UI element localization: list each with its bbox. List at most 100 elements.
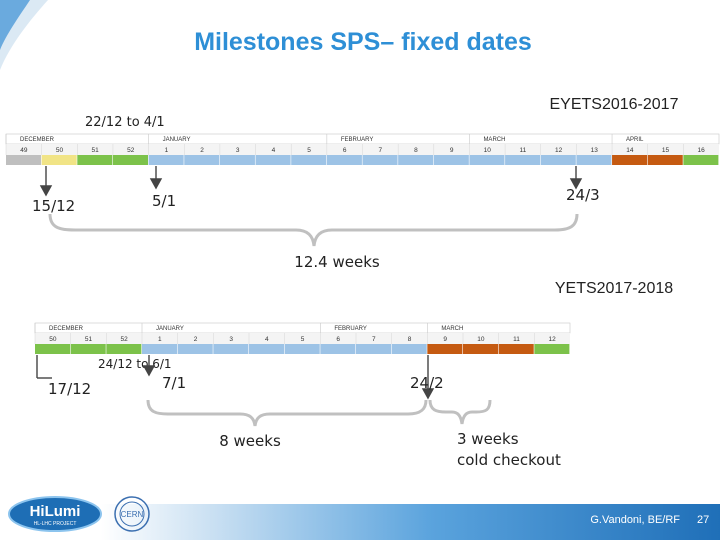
week-status-cell	[576, 155, 612, 165]
week-number: 2	[200, 147, 204, 154]
week-status-cell	[70, 344, 106, 354]
week-status-cell	[320, 344, 356, 354]
week-number: 3	[236, 147, 240, 154]
week-number: 4	[272, 147, 276, 154]
week-number: 50	[49, 336, 57, 343]
week-number: 6	[336, 336, 340, 343]
week-number: 11	[520, 147, 527, 154]
yets-duration-cold-line2: cold checkout	[457, 451, 561, 469]
eyets-timeline: EYETS2016-2017 22/12 to 4/1 DECEMBER JANU…	[5, 96, 720, 271]
yets-duration-main: 8 weeks	[219, 432, 281, 450]
week-number: 8	[414, 147, 418, 154]
week-number: 7	[379, 147, 383, 154]
week-status-cell	[41, 155, 77, 165]
yets-month-row: DECEMBER JANUARY FEBRUARY MARCH	[34, 322, 571, 334]
week-status-cell	[683, 155, 719, 165]
week-number: 15	[662, 147, 670, 154]
week-number: 16	[698, 147, 706, 154]
week-status-cell	[647, 155, 683, 165]
week-status-cell	[398, 155, 434, 165]
yets-marker-start: 17/12	[48, 380, 91, 398]
week-status-cell	[77, 155, 113, 165]
week-number: 1	[165, 147, 169, 154]
week-status-cell	[291, 155, 327, 165]
week-number: 9	[450, 147, 454, 154]
week-status-cell	[142, 344, 178, 354]
week-status-cell	[469, 155, 505, 165]
week-status-cell	[505, 155, 541, 165]
yets-brace-main	[146, 399, 428, 427]
week-number: 2	[194, 336, 198, 343]
week-number: 50	[56, 147, 64, 154]
week-status-cell	[362, 155, 398, 165]
week-number: 14	[626, 147, 634, 154]
week-number: 10	[484, 147, 492, 154]
week-number: 6	[343, 147, 347, 154]
week-number: 52	[127, 147, 135, 154]
page-number: 27	[697, 514, 710, 526]
week-status-cell	[6, 155, 42, 165]
yets-period-label: 24/12 to 6/1	[98, 357, 172, 371]
week-number: 11	[513, 336, 520, 343]
week-status-cell	[534, 344, 570, 354]
week-status-cell	[249, 344, 285, 354]
week-status-cell	[177, 344, 213, 354]
week-status-cell	[433, 155, 469, 165]
week-number: 5	[307, 147, 311, 154]
month-label: FEBRUARY	[334, 326, 367, 332]
week-number: 9	[443, 336, 447, 343]
eyets-marker-end: 24/3	[566, 186, 600, 204]
eyets-week-row: 49 50 51 52 1 2 3 4 5 6 7 8 9 10 11 12 13 14 15 16	[5, 144, 719, 155]
week-number: 51	[92, 147, 100, 154]
hilumi-logo: HiLumi HL-LHC PROJECT	[8, 496, 102, 532]
yets-duration-cold-line1: 3 weeks	[457, 430, 519, 448]
week-number: 1	[158, 336, 162, 343]
eyets-marker-start: 15/12	[32, 197, 75, 215]
cern-logo: CERN	[114, 496, 150, 532]
eyets-arrow-end	[569, 166, 583, 190]
month-label: FEBRUARY	[341, 137, 374, 143]
week-status-cell	[427, 344, 463, 354]
week-status-cell	[112, 155, 148, 165]
yets-arrow-start	[36, 355, 52, 379]
eyets-brace	[48, 213, 579, 247]
yets-brace-cold	[428, 399, 492, 425]
author-credit: G.Vandoni, BE/RF	[590, 514, 680, 526]
yets-arrow-mid	[142, 355, 156, 377]
month-label: MARCH	[441, 326, 463, 332]
month-label: MARCH	[483, 137, 505, 143]
week-status-cell	[284, 344, 320, 354]
week-status-cell	[326, 155, 362, 165]
eyets-duration: 12.4 weeks	[294, 253, 380, 271]
week-status-cell	[35, 344, 71, 354]
hilumi-logo-text: HiLumi	[30, 503, 81, 520]
week-status-cell	[106, 344, 142, 354]
week-number: 52	[121, 336, 129, 343]
week-number: 10	[477, 336, 485, 343]
yets-week-row: 50 51 52 1 2 3 4 5 6 7 8 9 10 11 12	[34, 333, 570, 344]
eyets-arrow-start	[39, 166, 53, 197]
week-number: 49	[20, 147, 28, 154]
week-status-cell	[213, 344, 249, 354]
week-number: 12	[549, 336, 557, 343]
eyets-arrow-mid	[149, 166, 163, 190]
week-status-cell	[498, 344, 534, 354]
month-label: APRIL	[626, 137, 644, 143]
yets-marker-mid: 7/1	[162, 374, 186, 392]
yets-marker-end: 24/2	[410, 374, 444, 392]
hilumi-logo-subtext: HL-LHC PROJECT	[34, 521, 77, 527]
week-status-cell	[255, 155, 291, 165]
week-number: 4	[265, 336, 269, 343]
week-number: 12	[555, 147, 563, 154]
month-label: JANUARY	[156, 326, 184, 332]
week-status-cell	[356, 344, 392, 354]
week-status-cell	[184, 155, 220, 165]
week-number: 3	[229, 336, 233, 343]
month-label: JANUARY	[163, 137, 191, 143]
week-number: 5	[301, 336, 305, 343]
month-label: DECEMBER	[20, 137, 55, 143]
yets-arrow-end	[421, 355, 435, 400]
eyets-title: EYETS2016-2017	[550, 96, 679, 113]
week-number: 7	[372, 336, 376, 343]
week-status-cell	[612, 155, 648, 165]
